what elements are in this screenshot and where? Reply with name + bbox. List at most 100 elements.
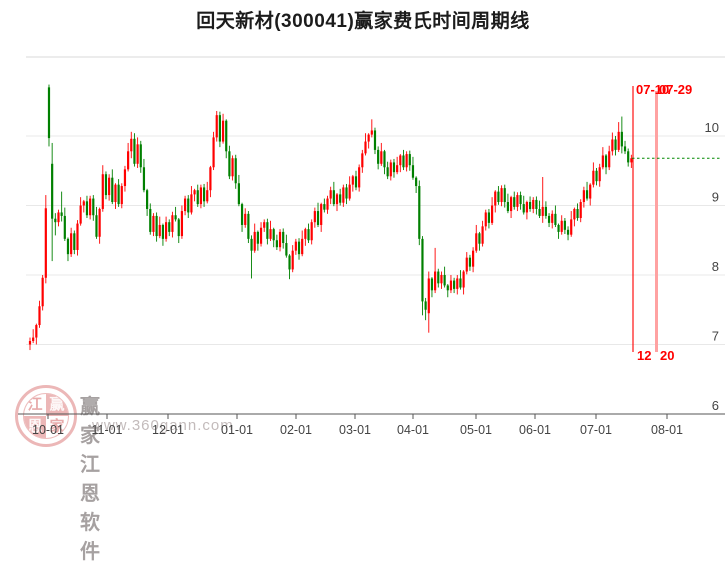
- candle-body: [139, 144, 142, 168]
- candle-wick: [447, 284, 449, 298]
- candle-body: [266, 222, 269, 239]
- candle-body: [323, 204, 326, 210]
- candle-body: [354, 176, 358, 188]
- candle-wick: [194, 188, 196, 202]
- candle-body: [161, 224, 165, 239]
- logo-char: 家: [49, 418, 65, 435]
- candle-body: [104, 174, 108, 196]
- candle-body: [519, 195, 522, 205]
- candle-body: [206, 190, 209, 202]
- candle-wick: [434, 247, 436, 294]
- candlestick-chart[interactable]: 10 9 8 7 6 10-01 11-01 12-01 01-01 02-01 03-01 04-0…: [0, 0, 726, 450]
- candle-body: [275, 240, 278, 248]
- candle-body: [329, 190, 332, 199]
- candle-wick: [61, 191, 63, 222]
- y-axis-tick-label: 6: [712, 398, 719, 413]
- candle-body: [291, 250, 294, 270]
- candle-body: [490, 205, 494, 223]
- candle-body: [60, 212, 63, 216]
- candle-body: [386, 167, 389, 177]
- candle-body: [272, 229, 275, 241]
- candle-body: [183, 198, 187, 212]
- candle-body: [92, 198, 95, 216]
- chart-title: 回天新材(300041)赢家费氏时间周期线: [196, 11, 530, 32]
- candle-body: [589, 184, 592, 199]
- candle-body: [168, 222, 171, 232]
- candle-body: [396, 165, 399, 173]
- candle-body: [367, 134, 370, 142]
- candle-body: [253, 231, 256, 251]
- candle-body: [225, 120, 228, 152]
- candle-body: [459, 278, 462, 288]
- candle-body: [320, 204, 323, 225]
- x-axis-tick-label: 02-01: [280, 423, 312, 437]
- candle-body: [449, 280, 453, 291]
- candle-wick: [83, 199, 85, 213]
- x-axis-tick-label: 10-01: [32, 423, 64, 437]
- candle-body: [623, 146, 627, 152]
- candle-body: [377, 149, 380, 164]
- candle-body: [79, 205, 82, 224]
- candle-body: [405, 154, 408, 168]
- candle-body: [506, 202, 510, 212]
- x-axis-tick-label: 05-01: [460, 423, 492, 437]
- candle-body: [41, 277, 44, 307]
- candle-body: [484, 212, 487, 227]
- candle-body: [481, 226, 484, 244]
- candle-body: [278, 231, 282, 248]
- x-axis-tick-label: 04-01: [397, 423, 429, 437]
- candle-body: [35, 325, 38, 338]
- candle-body: [310, 222, 313, 241]
- candle-body: [415, 177, 418, 187]
- candle-body: [244, 213, 247, 225]
- candle-body: [472, 250, 475, 267]
- candle-body: [595, 170, 598, 182]
- candle-body: [294, 241, 297, 251]
- candle-body: [604, 155, 608, 168]
- x-axis-tick-label: 03-01: [339, 423, 371, 437]
- candle-body: [421, 238, 424, 302]
- candle-body: [301, 238, 304, 255]
- candle-body: [158, 224, 161, 237]
- candle-body: [541, 206, 544, 216]
- candle-body: [440, 275, 443, 284]
- candle-body: [380, 151, 383, 164]
- x-axis-tick-label: 01-01: [221, 423, 253, 437]
- candle-body: [437, 271, 440, 284]
- winner-gann-seal-logo-icon: 江 赢 恩 家: [15, 385, 77, 447]
- candle-body: [256, 231, 259, 244]
- candle-body: [411, 165, 415, 178]
- candle-body: [598, 167, 601, 182]
- candle-body: [494, 191, 497, 206]
- candle-body: [133, 138, 136, 164]
- candle-body: [402, 155, 405, 168]
- candle-body: [601, 155, 604, 168]
- candle-body: [73, 233, 76, 250]
- candle-body: [630, 158, 633, 163]
- candle-body: [566, 229, 570, 235]
- candle-body: [82, 201, 85, 206]
- candle-body: [196, 190, 199, 205]
- candle-body: [231, 158, 234, 177]
- candle-body: [269, 229, 272, 239]
- candle-body: [551, 213, 554, 223]
- candle-body: [500, 188, 503, 203]
- candle-body: [563, 220, 566, 230]
- candle-body: [285, 243, 288, 256]
- candle-body: [127, 151, 130, 170]
- candle-body: [614, 139, 617, 150]
- candle-body: [497, 191, 500, 203]
- candle-body: [364, 141, 367, 154]
- candle-body: [307, 229, 310, 241]
- candle-body: [538, 208, 541, 216]
- candle-body: [142, 167, 146, 191]
- x-axis-tick-label: 06-01: [519, 423, 551, 437]
- candle-body: [187, 198, 190, 213]
- candle-body: [570, 219, 573, 235]
- candle-body: [351, 176, 354, 185]
- candle-body: [592, 170, 595, 185]
- fib-line-count-label: 12: [637, 348, 652, 363]
- candle-body: [576, 208, 579, 219]
- candle-body: [215, 115, 218, 138]
- candle-body: [389, 162, 392, 177]
